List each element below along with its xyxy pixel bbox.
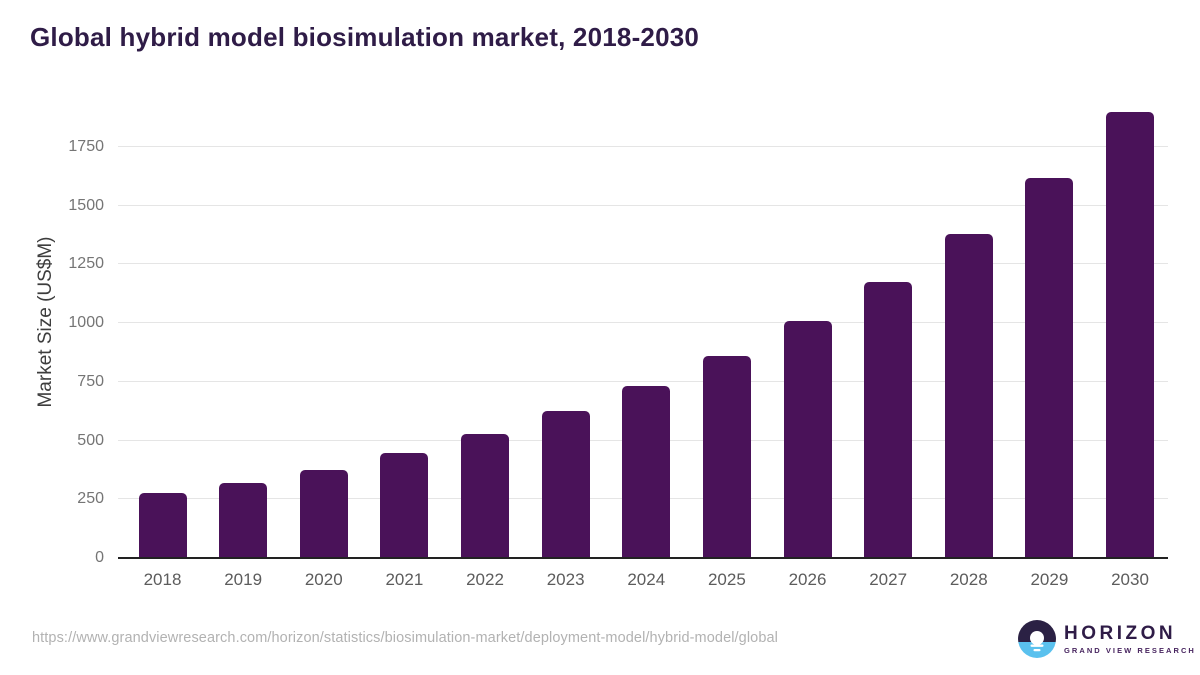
bar-2022 (461, 434, 509, 558)
bar-2019 (219, 483, 268, 558)
logo-subtitle: GRAND VIEW RESEARCH (1064, 645, 1196, 655)
x-tick-label-2029: 2029 (1030, 570, 1069, 589)
x-tick-label-2018: 2018 (143, 570, 182, 589)
gridline-1250 (118, 263, 1168, 265)
gridline-1000 (118, 322, 1168, 323)
horizon-logo: HORIZON GRAND VIEW RESEARCH (1018, 620, 1196, 658)
bar-2018 (138, 493, 187, 558)
bar-chart-plot-area: 0 250 500 750 1000 1250 1500 1750 2018 2019 2020 2… (68, 88, 1168, 589)
y-tick-label-1250: 1250 (68, 255, 104, 273)
x-tick-label-2022: 2022 (466, 570, 504, 589)
x-tick-label-2019: 2019 (224, 570, 263, 589)
bar-2020 (299, 469, 348, 558)
x-tick-label-2023: 2023 (546, 570, 585, 589)
x-tick-label-2030: 2030 (1111, 570, 1149, 589)
bar-2024 (622, 385, 671, 558)
gridline-1500 (118, 204, 1168, 206)
bar-2029 (1025, 177, 1074, 558)
bar-2023 (541, 410, 590, 558)
x-tick-label-2025: 2025 (707, 570, 746, 589)
y-tick-label-250: 250 (77, 490, 104, 508)
bar-2030 (1106, 111, 1154, 558)
page-title: Global hybrid model biosimulation market… (30, 22, 700, 52)
x-axis-line (118, 557, 1168, 559)
x-tick-label-2027: 2027 (869, 570, 908, 589)
logo-name: HORIZON (1064, 622, 1177, 644)
horizon-sun-icon (1018, 620, 1056, 658)
gridline-1750 (118, 145, 1168, 147)
source-url: https://www.grandviewresearch.com/horizo… (32, 630, 778, 646)
gridline-750 (118, 380, 1168, 382)
bar-2026 (783, 321, 832, 558)
bar-2021 (380, 452, 429, 558)
logo-text: HORIZON GRAND VIEW RESEARCH (1064, 622, 1196, 655)
y-tick-label-0: 0 (95, 549, 104, 566)
bar-2028 (944, 233, 993, 558)
y-tick-label-500: 500 (77, 431, 104, 449)
y-tick-label-750: 750 (77, 372, 104, 390)
bar-2027 (864, 281, 913, 558)
x-tick-label-2026: 2026 (788, 570, 827, 589)
x-tick-label-2021: 2021 (385, 570, 424, 589)
x-tick-label-2024: 2024 (627, 570, 666, 589)
x-tick-label-2020: 2020 (304, 570, 343, 589)
y-tick-label-1750: 1750 (68, 137, 104, 155)
y-tick-label-1000: 1000 (68, 314, 104, 331)
x-tick-label-2028: 2028 (949, 570, 988, 589)
y-tick-label-1500: 1500 (68, 196, 104, 214)
bar-2025 (702, 355, 751, 558)
